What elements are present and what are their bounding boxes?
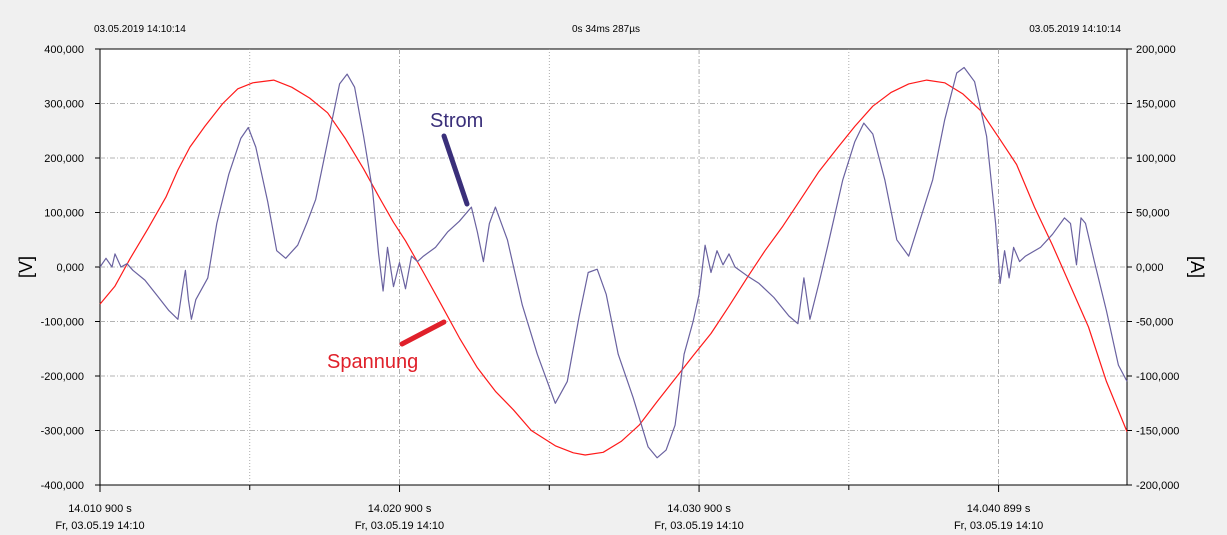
y-right-tick-label: -100,000 <box>1136 371 1179 383</box>
y-right-tick-label: -50,000 <box>1136 317 1173 329</box>
x-tick-label-date: Fr, 03.05.19 14:10 <box>654 520 743 532</box>
y-left-tick-label: 100,000 <box>44 208 84 220</box>
series-layer <box>99 66 1128 459</box>
x-tick-label-date: Fr, 03.05.19 14:10 <box>355 520 444 532</box>
strom-annotation-label: Strom <box>430 110 483 132</box>
tick-labels: 400,000 300,000 200,000 100,000 0,000 -100,00… <box>41 44 1180 532</box>
x-tick-label-time: 14.040 899 s <box>967 503 1031 515</box>
grid-lines <box>100 49 1127 485</box>
y-left-tick-label: -400,000 <box>41 480 84 492</box>
header-center-duration: 0s 34ms 287µs <box>572 24 640 35</box>
y-right-tick-label: -150,000 <box>1136 426 1179 438</box>
y-right-tick-label: -200,000 <box>1136 480 1179 492</box>
y-left-tick-label: -100,000 <box>41 317 84 329</box>
series-line-strom[interactable] <box>99 66 1128 459</box>
x-tick-label-date: Fr, 03.05.19 14:10 <box>55 520 144 532</box>
x-tick-label-time: 14.030 900 s <box>667 503 731 515</box>
series-line-spannung[interactable] <box>99 79 1128 456</box>
header-left-timestamp: 03.05.2019 14:10:14 <box>94 24 186 35</box>
x-tick-label-date: Fr, 03.05.19 14:10 <box>954 520 1043 532</box>
y-right-tick-label: 200,000 <box>1136 44 1176 56</box>
y-right-tick-label: 50,000 <box>1136 208 1170 220</box>
header-right-timestamp: 03.05.2019 14:10:14 <box>1029 24 1121 35</box>
y-left-tick-label: 0,000 <box>56 262 84 274</box>
x-tick-label-time: 14.010 900 s <box>68 503 132 515</box>
y-right-tick-label: 150,000 <box>1136 99 1176 111</box>
y-left-tick-label: 400,000 <box>44 44 84 56</box>
y-left-tick-label: 300,000 <box>44 99 84 111</box>
y-left-axis-label: [V] <box>16 256 36 278</box>
x-tick-label-time: 14.020 900 s <box>368 503 432 515</box>
y-left-tick-label: 200,000 <box>44 153 84 165</box>
axes <box>95 48 1132 492</box>
y-left-tick-label: -300,000 <box>41 426 84 438</box>
y-right-tick-label: 100,000 <box>1136 153 1176 165</box>
y-left-tick-label: -200,000 <box>41 371 84 383</box>
spannung-annotation-label: Spannung <box>327 351 418 373</box>
strom-annotation-pointer <box>441 133 470 207</box>
spannung-annotation-pointer <box>399 319 447 347</box>
y-right-tick-label: 0,000 <box>1136 262 1164 274</box>
y-right-axis-label: [A] <box>1187 256 1207 278</box>
